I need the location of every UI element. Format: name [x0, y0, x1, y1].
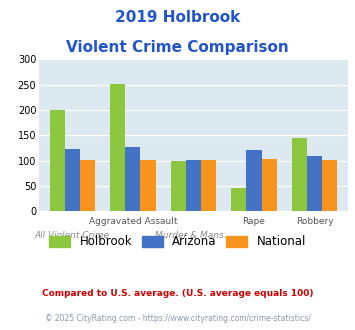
Bar — [110, 84, 125, 211]
Text: Compared to U.S. average. (U.S. average equals 100): Compared to U.S. average. (U.S. average … — [42, 289, 313, 298]
Text: Robbery: Robbery — [296, 217, 333, 226]
Bar — [171, 161, 186, 211]
Bar — [65, 149, 80, 211]
Bar — [231, 188, 246, 211]
Bar — [307, 155, 322, 211]
Bar — [292, 138, 307, 211]
Bar — [322, 160, 337, 211]
Text: All Violent Crime: All Violent Crime — [35, 231, 110, 240]
Text: Murder & Mans...: Murder & Mans... — [155, 231, 232, 240]
Text: Violent Crime Comparison: Violent Crime Comparison — [66, 40, 289, 54]
Bar — [50, 110, 65, 211]
Bar — [246, 150, 262, 211]
Bar — [262, 159, 277, 211]
Bar — [186, 160, 201, 211]
Text: 2019 Holbrook: 2019 Holbrook — [115, 10, 240, 25]
Text: Rape: Rape — [242, 217, 266, 226]
Bar — [201, 160, 216, 211]
Bar — [125, 147, 141, 211]
Text: Aggravated Assault: Aggravated Assault — [89, 217, 177, 226]
Bar — [141, 160, 155, 211]
Bar — [80, 160, 95, 211]
Legend: Holbrook, Arizona, National: Holbrook, Arizona, National — [44, 231, 311, 253]
Text: © 2025 CityRating.com - https://www.cityrating.com/crime-statistics/: © 2025 CityRating.com - https://www.city… — [45, 314, 310, 323]
